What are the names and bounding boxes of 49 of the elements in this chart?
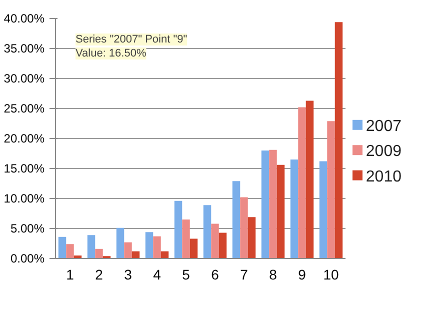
x-tick-label: 3 — [124, 266, 132, 282]
y-tick-label: 30.00% — [4, 72, 45, 86]
x-tick-label: 1 — [66, 266, 74, 282]
bar — [145, 232, 154, 258]
bar — [58, 236, 66, 258]
y-tick-label: 35.00% — [4, 42, 45, 56]
legend-label: 2010 — [366, 168, 402, 186]
bar — [240, 197, 248, 258]
x-tick-label: 5 — [182, 266, 190, 282]
bar — [116, 228, 124, 258]
bar — [261, 150, 270, 258]
bar — [87, 235, 96, 258]
bar — [290, 160, 298, 258]
legend-label: 2009 — [366, 143, 402, 160]
bar — [232, 181, 240, 258]
bar — [298, 107, 306, 258]
x-tick-label: 8 — [269, 266, 278, 282]
x-tick-label: 2 — [95, 266, 104, 282]
bar — [124, 242, 132, 258]
y-tick-label: 20.00% — [4, 132, 45, 146]
bar — [269, 150, 277, 258]
y-tick-label: 40.00% — [4, 12, 45, 26]
y-tick-label: 0.00% — [10, 252, 45, 266]
bar — [203, 205, 212, 258]
x-tick-label: 4 — [153, 266, 162, 282]
legend-label: 2007 — [366, 118, 402, 135]
bar — [248, 217, 256, 258]
x-tick-label: 9 — [298, 266, 306, 282]
y-tick-label: 5.00% — [10, 222, 45, 236]
x-tick-label: 7 — [240, 266, 248, 282]
bar — [211, 224, 219, 258]
bar — [153, 236, 161, 258]
bar — [306, 100, 314, 258]
bar — [327, 121, 335, 258]
y-tick-label: 15.00% — [4, 162, 45, 176]
x-tick-label: 10 — [323, 266, 339, 282]
y-tick-label: 25.00% — [4, 102, 45, 116]
bar — [319, 161, 328, 258]
bar — [276, 164, 285, 258]
y-tick-label: 10.00% — [4, 192, 45, 206]
bar — [66, 244, 74, 258]
bar — [182, 220, 190, 258]
bar — [95, 248, 103, 258]
bar — [190, 238, 198, 258]
bar — [174, 200, 182, 258]
bar — [218, 232, 227, 258]
bar — [334, 22, 343, 258]
annotation: Series "2007" Point "9" Value: 16.50% — [76, 34, 188, 60]
x-tick-label: 6 — [211, 266, 220, 282]
